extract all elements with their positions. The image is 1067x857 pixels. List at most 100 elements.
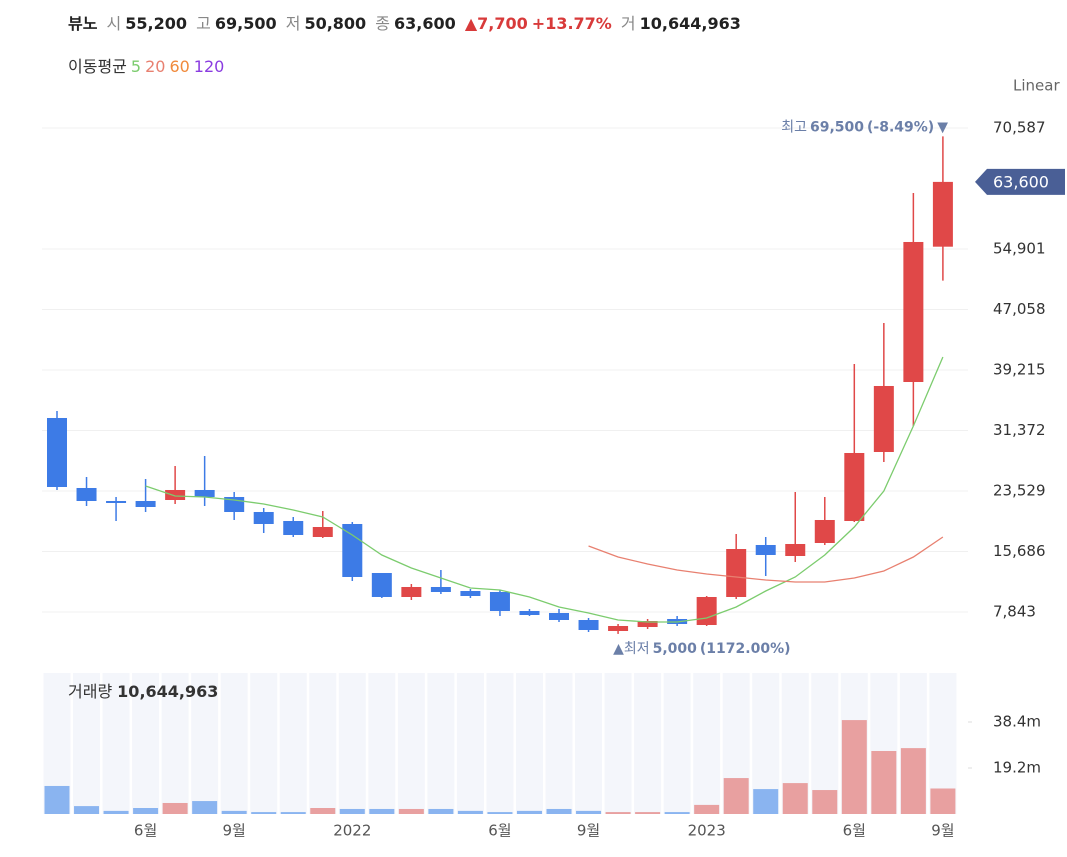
annotation-part: (-8.49%): [867, 119, 934, 135]
volume-bar: [546, 808, 572, 814]
candle-body: [342, 523, 363, 578]
value: 10,644,963: [639, 14, 741, 33]
annotation-part: 5,000: [653, 641, 698, 657]
label: 저: [285, 14, 301, 33]
volume-column: [397, 673, 425, 814]
candle-body: [165, 489, 186, 500]
value: 7,700: [477, 14, 528, 33]
volume-column: [427, 673, 455, 814]
volume-bar: [930, 788, 956, 814]
candle-body: [401, 586, 422, 597]
x-tick-label: 9월: [577, 822, 600, 840]
volume-column: [663, 673, 691, 814]
candle-body: [135, 500, 156, 507]
legend-entry: 60: [169, 57, 190, 76]
candle-body: [194, 489, 215, 497]
value: 55,200: [125, 14, 188, 33]
volume-column: [486, 673, 514, 814]
volume-bar: [605, 812, 631, 814]
label: 시: [106, 14, 122, 33]
volume-bar: [251, 812, 277, 814]
candle-body: [76, 487, 97, 501]
volume-label: 거래량: [68, 682, 112, 701]
ma-line: [588, 536, 944, 583]
volume-column: [693, 673, 721, 814]
candle-body: [755, 544, 776, 555]
x-tick-label: 6월: [843, 822, 866, 840]
volume-bar: [664, 812, 690, 814]
annotation-part: (1172.00%): [700, 641, 791, 657]
volume-bar: [457, 810, 483, 814]
volume-bar: [339, 808, 365, 814]
volume-column: [368, 673, 396, 814]
price-badge-label: 63,600: [993, 172, 1049, 191]
volume-bar: [74, 806, 100, 814]
volume-bar: [841, 720, 867, 814]
x-tick-label: 2022: [333, 822, 371, 840]
candle-body: [696, 596, 717, 626]
y-tick-label: 31,372: [993, 421, 1046, 439]
x-tick-label: 9월: [931, 822, 954, 840]
volume-bar: [44, 785, 70, 814]
x-tick-label: 6월: [134, 822, 157, 840]
x-tick-label: 9월: [223, 822, 246, 840]
volume-column: [456, 673, 484, 814]
volume-column: [515, 673, 543, 814]
x-tick-label: 2023: [688, 822, 726, 840]
stock-name: 뷰노: [68, 14, 98, 33]
candle-body: [106, 500, 127, 503]
candle-body: [637, 621, 658, 628]
low-annotation: ▲최저 5,000 (1172.00%): [613, 641, 790, 657]
volume-bar: [192, 801, 218, 814]
candle-body: [430, 586, 451, 592]
volume-value: 10,644,963: [117, 682, 218, 701]
legend-entry: 120: [193, 57, 225, 76]
volume-column: [545, 673, 573, 814]
volume-column: [338, 673, 366, 814]
volume-column: [250, 673, 278, 814]
annotation-part: 최저: [624, 641, 650, 657]
volume-title: 거래량 10,644,963: [68, 682, 218, 701]
legend-entry: 5: [130, 57, 142, 76]
candle-body: [785, 543, 806, 556]
label: 종: [375, 14, 391, 33]
volume-bar: [576, 810, 602, 814]
volume-bar: [280, 812, 306, 814]
candle-body: [608, 625, 629, 631]
value: 50,800: [304, 14, 367, 33]
candle-body: [47, 417, 67, 487]
volume-bar: [162, 802, 188, 814]
y-tick-label: 19.2m: [993, 758, 1041, 776]
volume-column: [604, 673, 632, 814]
volume-bar: [871, 750, 897, 814]
high-annotation: 최고 69,500 (-8.49%) ▼: [781, 119, 948, 135]
candle-body: [844, 452, 865, 521]
volume-bar: [369, 808, 395, 814]
volume-column: [73, 673, 101, 814]
volume-bar: [782, 783, 808, 814]
volume-column: [220, 673, 248, 814]
candle-body: [519, 610, 540, 615]
volume-bar: [487, 812, 513, 814]
volume-bar: [103, 810, 129, 814]
candle-body: [253, 511, 274, 524]
volume-column: [634, 673, 662, 814]
volume-bar: [221, 810, 247, 814]
volume-column: [309, 673, 337, 814]
volume-column: [279, 673, 307, 814]
volume-bar: [516, 810, 542, 814]
label: 이동평균: [68, 57, 127, 76]
value: 63,600: [394, 14, 456, 33]
annotation-part: 최고: [781, 119, 807, 135]
candle-body: [814, 519, 835, 543]
volume-bar: [310, 808, 336, 814]
price-badge: [975, 168, 1065, 195]
candle-body: [932, 181, 953, 247]
candle-body: [903, 241, 924, 382]
volume-bar: [133, 808, 159, 814]
label: 고: [196, 14, 211, 33]
volume-column: [575, 673, 603, 814]
annotation-part: ▼: [937, 119, 948, 135]
candle-body: [312, 526, 333, 537]
